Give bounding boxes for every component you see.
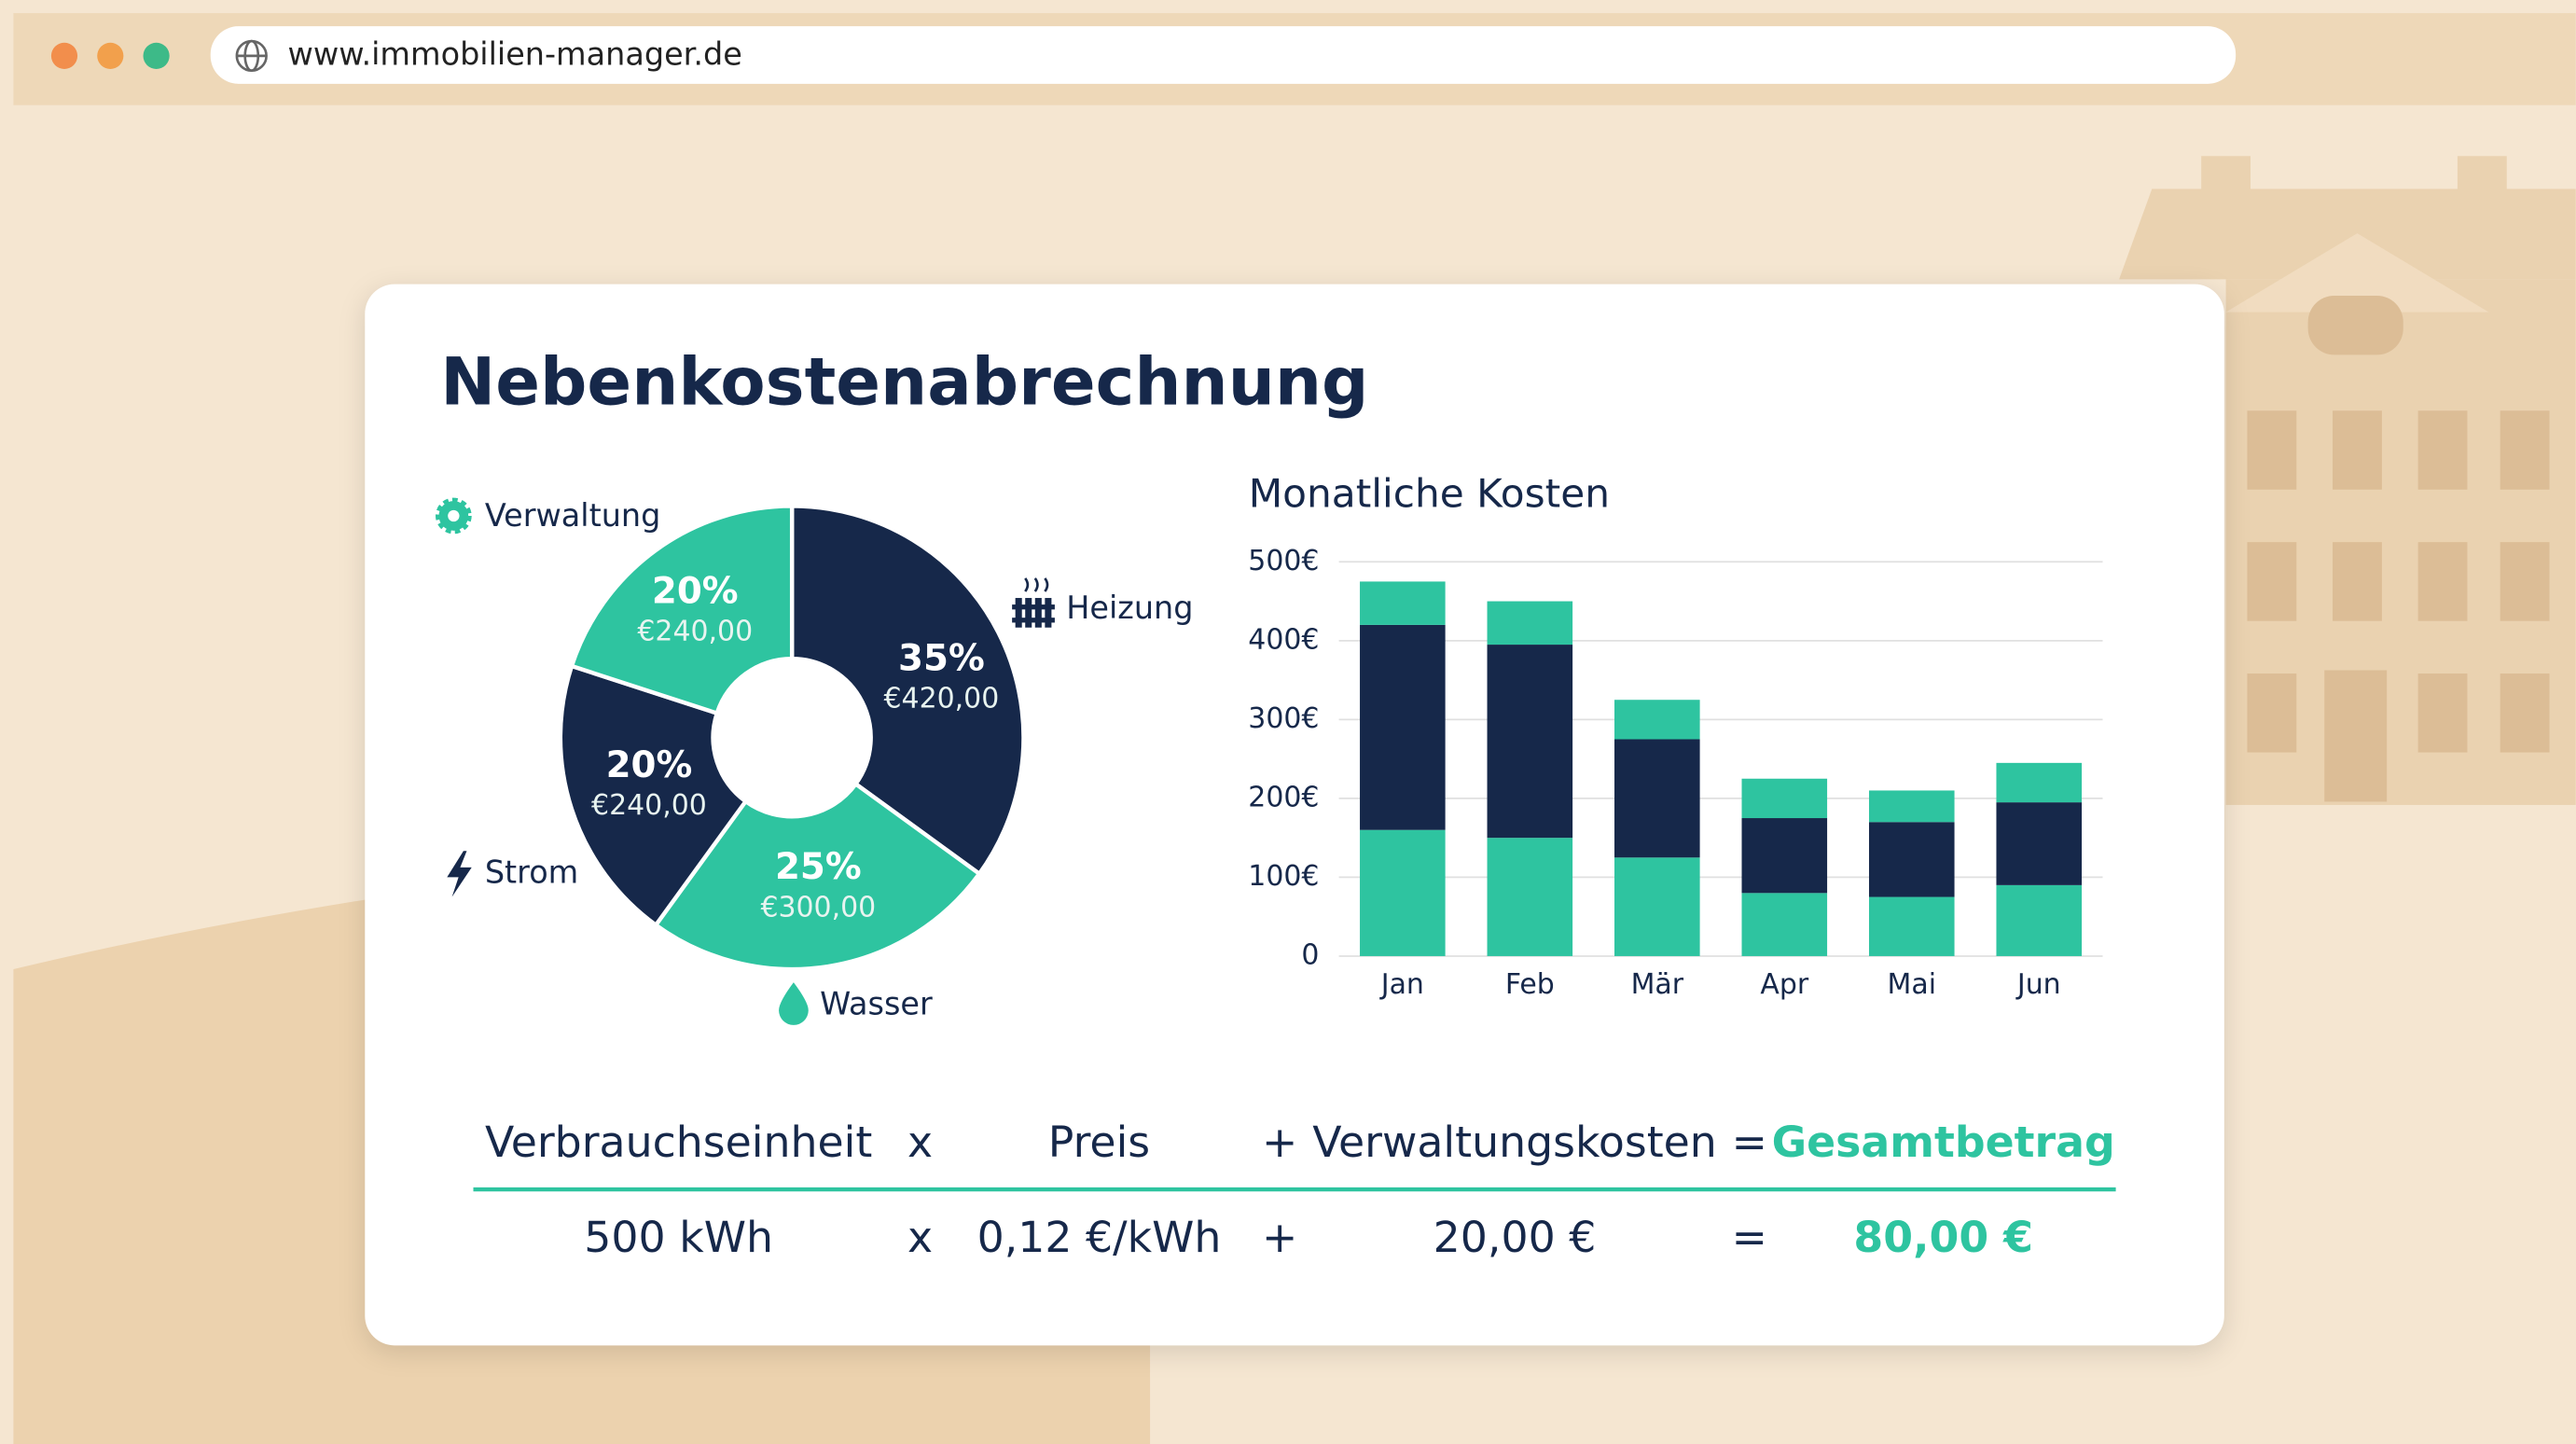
- bar-segment: [1741, 818, 1828, 894]
- chart-title: Monatliche Kosten: [1249, 470, 1610, 516]
- bar-segment: [1614, 739, 1700, 858]
- drop-icon: [779, 982, 809, 1025]
- slice-amount: €240,00: [591, 789, 707, 822]
- x-tick-label: Apr: [1760, 968, 1808, 1001]
- bar-segment: [1996, 802, 2083, 885]
- formula-header: Gesamtbetrag: [1772, 1118, 2115, 1167]
- formula-value: =: [1732, 1213, 1767, 1262]
- formula-value: 80,00 €: [1853, 1213, 2033, 1262]
- bar-segment: [1614, 857, 1700, 956]
- bar-segment: [1487, 601, 1573, 646]
- y-tick-label: 400€: [1248, 623, 1319, 656]
- address-bar[interactable]: [210, 26, 2237, 84]
- y-tick-label: 200€: [1248, 781, 1319, 813]
- bar-segment: [1868, 790, 1955, 823]
- bar-segment: [1996, 762, 2083, 803]
- bar-segment: [1868, 896, 1955, 956]
- globe-icon: [235, 39, 268, 73]
- x-tick-label: Mai: [1888, 968, 1936, 1001]
- radiator-icon: [1012, 577, 1055, 628]
- x-tick-label: Jan: [1379, 968, 1424, 1001]
- formula-header: +: [1262, 1118, 1297, 1167]
- formula-header: Preis: [1048, 1118, 1150, 1167]
- pie-slice: [653, 781, 983, 972]
- slice-percent: 20%: [652, 570, 739, 612]
- formula-header: x: [907, 1118, 933, 1167]
- slice-label: Wasser: [820, 985, 933, 1021]
- formula-value: 20,00 €: [1433, 1213, 1597, 1262]
- slice-label: Heizung: [1066, 590, 1193, 626]
- slice-amount: €300,00: [760, 891, 876, 923]
- x-tick-label: Feb: [1505, 968, 1555, 1001]
- url: www.immobilien-manager.de: [287, 35, 741, 72]
- x-tick-label: Mär: [1631, 968, 1684, 1001]
- formula: Verbrauchseinheit x Preis + Verwaltungskoste…: [485, 1118, 2115, 1262]
- y-tick-label: 500€: [1248, 545, 1319, 577]
- bar-segment: [1996, 884, 2083, 956]
- card-title: Nebenkostenabrechnung: [440, 343, 1368, 420]
- y-tick-label: 300€: [1248, 702, 1319, 735]
- pie-slice: [789, 504, 1026, 877]
- bar-segment: [1360, 829, 1446, 956]
- bar-segment: [1868, 822, 1955, 897]
- bolt-icon: [447, 851, 472, 897]
- window-minimize[interactable]: [97, 42, 124, 69]
- formula-value: x: [907, 1213, 933, 1262]
- bar-segment: [1360, 624, 1446, 830]
- window-maximize[interactable]: [143, 42, 170, 69]
- bar-segment: [1614, 700, 1700, 740]
- slice-label: Strom: [485, 854, 578, 890]
- formula-header: Verbrauchseinheit: [485, 1118, 872, 1167]
- slice-amount: €240,00: [637, 616, 753, 648]
- slice-percent: 20%: [606, 744, 693, 786]
- bar-segment: [1360, 581, 1446, 625]
- pie-slice: [569, 504, 795, 716]
- window-close[interactable]: [50, 42, 78, 69]
- slice-percent: 35%: [898, 637, 985, 679]
- x-tick-label: Jun: [2015, 968, 2061, 1001]
- house-windows: [2247, 295, 2550, 802]
- bar-segment: [1741, 778, 1828, 819]
- formula-value: +: [1262, 1213, 1297, 1262]
- bar-segment: [1487, 838, 1573, 956]
- y-tick-label: 0: [1301, 938, 1319, 971]
- bar-segment: [1487, 645, 1573, 839]
- y-tick-label: 100€: [1248, 860, 1319, 893]
- slice-label: Verwaltung: [485, 497, 661, 534]
- slice-percent: 25%: [775, 846, 862, 888]
- pie-slice: [558, 663, 749, 928]
- slice-amount: €420,00: [884, 683, 1000, 715]
- formula-header: =: [1732, 1118, 1767, 1167]
- gear-icon: [435, 497, 472, 535]
- formula-header: Verwaltungskosten: [1312, 1118, 1717, 1167]
- formula-value: 0,12 €/kWh: [977, 1213, 1222, 1262]
- formula-value: 500 kWh: [584, 1213, 773, 1262]
- bar-segment: [1741, 893, 1828, 956]
